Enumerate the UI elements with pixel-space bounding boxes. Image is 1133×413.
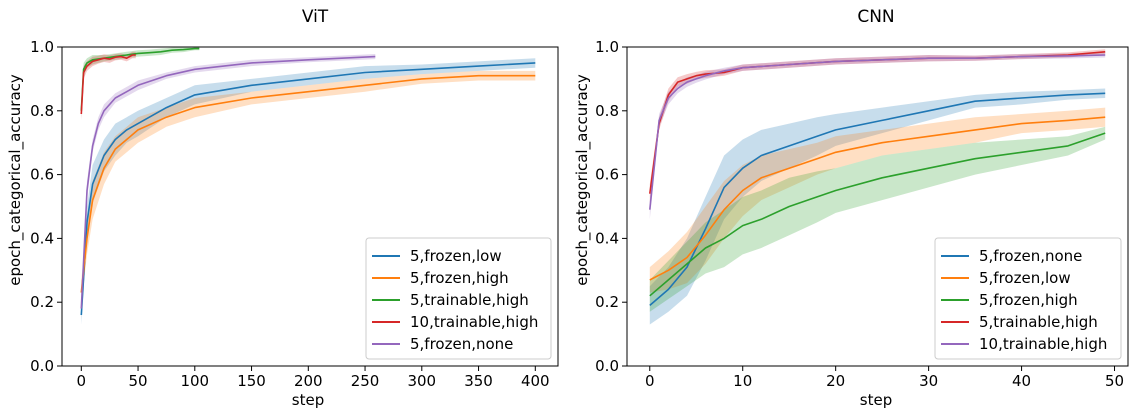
vit-x-tick-label: 300 — [407, 372, 436, 390]
vit-confidence-bands — [81, 47, 536, 325]
vit-legend-label: 5,trainable,high — [410, 291, 529, 309]
vit-y-tick-label: 0.6 — [30, 166, 54, 184]
vit-title: ViT — [302, 7, 329, 27]
vit-legend-label: 10,trainable,high — [410, 313, 538, 331]
cnn-x-tick-label: 20 — [826, 372, 845, 390]
cnn-legend: 5,frozen,none 5,frozen,low 5,frozen,high 5,… — [934, 237, 1122, 360]
cnn-x-tick-label: 10 — [733, 372, 752, 390]
cnn-legend-label: 5,frozen,none — [979, 247, 1082, 265]
vit-legend-items: 5,frozen,low 5,frozen,high 5,trainable,hig… — [372, 247, 538, 353]
cnn-legend-label: 5,frozen,high — [979, 291, 1078, 309]
vit-x-tick-label: 100 — [180, 372, 209, 390]
vit-line-5-frozen-high — [80, 74, 536, 293]
cnn-x-tick-label: 50 — [1105, 372, 1124, 390]
vit-x-tick-label: 50 — [128, 372, 147, 390]
vit-line-5-frozen-none — [80, 55, 376, 309]
cnn-x-tick-label: 0 — [645, 372, 655, 390]
vit-legend-label: 5,frozen,low — [410, 247, 502, 265]
vit-y-tick-label: 0.4 — [30, 229, 54, 247]
vit-panel: ViT epoch_categorical_accuracy step 0.00… — [6, 7, 559, 409]
vit-y-tick-label: 1.0 — [30, 38, 54, 56]
vit-x-tick-label: 150 — [237, 372, 266, 390]
vit-x-tick-label: 400 — [521, 372, 550, 390]
cnn-y-tick-label: 0.4 — [595, 229, 619, 247]
vit-line-5-frozen-low — [80, 62, 536, 316]
vit-y-tick-label: 0.0 — [30, 357, 54, 375]
vit-x-axis-label: step — [292, 391, 324, 409]
cnn-x-tick-label: 30 — [919, 372, 938, 390]
cnn-line-10-trainable-high — [649, 54, 1106, 210]
vit-line-10-trainable-high — [80, 54, 136, 115]
cnn-x-axis-label: step — [860, 391, 892, 409]
vit-line-5-trainable-high — [80, 47, 200, 111]
cnn-y-tick-label: 0.0 — [595, 357, 619, 375]
vit-series-lines — [80, 47, 536, 316]
cnn-line-5-frozen-none — [649, 92, 1106, 307]
vit-legend-label: 5,frozen,none — [410, 335, 513, 353]
cnn-x-tick-label: 40 — [1012, 372, 1031, 390]
cnn-legend-label: 5,frozen,low — [979, 269, 1071, 287]
cnn-legend-label: 10,trainable,high — [979, 335, 1107, 353]
cnn-plot-frame — [626, 46, 1129, 367]
cnn-y-tick-label: 1.0 — [595, 38, 619, 56]
cnn-band-5-frozen-high — [649, 126, 1106, 312]
vit-x-tick-label: 0 — [77, 372, 87, 390]
vit-x-tick-label: 350 — [464, 372, 493, 390]
vit-legend-label: 5,frozen,high — [410, 269, 509, 287]
cnn-line-5-frozen-high — [649, 132, 1106, 297]
cnn-panel: CNN epoch_categorical_accuracy step 0.00… — [573, 7, 1129, 409]
vit-y-tick-label: 0.2 — [30, 293, 54, 311]
cnn-series-lines — [649, 51, 1106, 307]
cnn-y-tick-label: 0.2 — [595, 293, 619, 311]
cnn-legend-label: 5,trainable,high — [979, 313, 1098, 331]
cnn-confidence-bands — [649, 49, 1106, 325]
vit-band-10-trainable-high — [81, 51, 136, 121]
cnn-x-ticks: 0 10 20 30 40 50 — [645, 366, 1124, 390]
cnn-y-tick-label: 0.6 — [595, 166, 619, 184]
cnn-band-5-frozen-low — [649, 107, 1106, 293]
vit-x-ticks: 0 50 100 150 200 250 300 350 400 — [77, 366, 550, 390]
vit-legend-box — [365, 237, 552, 360]
vit-legend: 5,frozen,low 5,frozen,high 5,trainable,hig… — [365, 237, 552, 360]
cnn-y-tick-label: 0.8 — [595, 102, 619, 120]
cnn-title: CNN — [857, 7, 894, 27]
cnn-y-axis-label: epoch_categorical_accuracy — [573, 74, 592, 286]
vit-x-tick-label: 250 — [351, 372, 380, 390]
vit-plot-frame — [61, 46, 559, 367]
cnn-band-5-frozen-none — [649, 88, 1106, 325]
cnn-y-ticks: 0.0 0.2 0.4 0.6 0.8 1.0 — [595, 38, 627, 375]
cnn-legend-box — [934, 237, 1122, 360]
cnn-line-5-frozen-low — [649, 116, 1106, 281]
cnn-legend-items: 5,frozen,none 5,frozen,low 5,frozen,high 5,… — [941, 247, 1107, 353]
vit-y-ticks: 0.0 0.2 0.4 0.6 0.8 1.0 — [30, 38, 62, 375]
vit-y-tick-label: 0.8 — [30, 102, 54, 120]
vit-y-axis-label: epoch_categorical_accuracy — [6, 74, 25, 286]
vit-x-tick-label: 200 — [294, 372, 323, 390]
